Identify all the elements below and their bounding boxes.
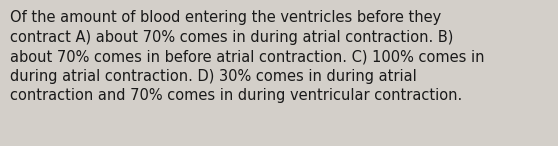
Text: Of the amount of blood entering the ventricles before they
contract A) about 70%: Of the amount of blood entering the vent… [10,10,484,103]
